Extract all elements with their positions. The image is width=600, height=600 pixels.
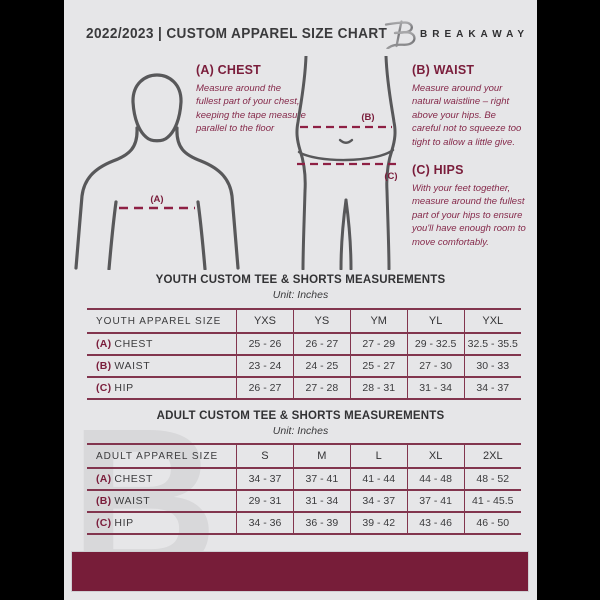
cell: 27 - 28 bbox=[292, 377, 351, 399]
cell: 29 - 31 bbox=[236, 490, 294, 512]
cell: 27 - 30 bbox=[406, 355, 465, 377]
adult-col-2xl: 2XL bbox=[463, 444, 521, 468]
youth-col-yxl: YXL bbox=[463, 309, 521, 333]
hips-heading: (C) HIPS bbox=[412, 163, 464, 177]
cell: 37 - 41 bbox=[292, 468, 351, 490]
cell: 36 - 39 bbox=[292, 512, 351, 534]
adult-header-row: ADULT APPAREL SIZE S M L XL 2XL bbox=[87, 444, 521, 468]
cell: 23 - 24 bbox=[236, 355, 294, 377]
adult-col-m: M bbox=[292, 444, 351, 468]
cell: 46 - 50 bbox=[463, 512, 521, 534]
adult-col-s: S bbox=[236, 444, 294, 468]
footer-accent-bar bbox=[71, 551, 529, 592]
cell: 31 - 34 bbox=[292, 490, 351, 512]
cell: 25 - 26 bbox=[236, 333, 294, 355]
chest-heading: (A) CHEST bbox=[196, 63, 261, 77]
row-label: WAIST bbox=[114, 360, 151, 372]
adult-size-table: ADULT APPAREL SIZE S M L XL 2XL (A) CHES… bbox=[87, 443, 521, 535]
chest-marker-label: (A) bbox=[150, 194, 163, 205]
cell: 27 - 29 bbox=[349, 333, 408, 355]
row-label: WAIST bbox=[114, 495, 151, 507]
table-row: (B) WAIST 29 - 31 31 - 34 34 - 37 37 - 4… bbox=[87, 490, 521, 512]
cell: 41 - 44 bbox=[349, 468, 408, 490]
row-key: (B) bbox=[96, 495, 112, 507]
youth-size-column-header: YOUTH APPAREL SIZE bbox=[96, 315, 222, 327]
cell: 43 - 46 bbox=[406, 512, 465, 534]
hips-marker-label: (C) bbox=[384, 171, 397, 182]
youth-col-yxs: YXS bbox=[236, 309, 294, 333]
cell: 41 - 45.5 bbox=[463, 490, 521, 512]
cell: 29 - 32.5 bbox=[406, 333, 465, 355]
row-key: (B) bbox=[96, 360, 112, 372]
adult-size-column-header: ADULT APPAREL SIZE bbox=[96, 450, 219, 462]
cell: 26 - 27 bbox=[292, 333, 351, 355]
adult-col-xl: XL bbox=[406, 444, 465, 468]
brand-name: BREAKAWAY bbox=[420, 29, 530, 40]
table-row: (C) HIP 34 - 36 36 - 39 39 - 42 43 - 46 … bbox=[87, 512, 521, 534]
row-label: CHEST bbox=[114, 338, 153, 350]
row-label: HIP bbox=[114, 517, 134, 529]
row-key: (C) bbox=[96, 517, 112, 529]
table-row: (C) HIP 26 - 27 27 - 28 28 - 31 31 - 34 … bbox=[87, 377, 521, 399]
youth-unit-label: Unit: Inches bbox=[272, 289, 329, 301]
cell: 26 - 27 bbox=[236, 377, 294, 399]
cell: 28 - 31 bbox=[349, 377, 408, 399]
table-row: (B) WAIST 23 - 24 24 - 25 25 - 27 27 - 3… bbox=[87, 355, 521, 377]
cell: 32.5 - 35.5 bbox=[463, 333, 521, 355]
youth-col-ym: YM bbox=[349, 309, 408, 333]
table-row: (A) CHEST 34 - 37 37 - 41 41 - 44 44 - 4… bbox=[87, 468, 521, 490]
adult-unit-label: Unit: Inches bbox=[272, 425, 329, 437]
adult-col-l: L bbox=[349, 444, 408, 468]
youth-col-ys: YS bbox=[292, 309, 351, 333]
youth-size-table: YOUTH APPAREL SIZE YXS YS YM YL YXL (A) … bbox=[87, 308, 521, 400]
cell: 34 - 36 bbox=[236, 512, 294, 534]
row-label: HIP bbox=[114, 382, 134, 394]
youth-header-row: YOUTH APPAREL SIZE YXS YS YM YL YXL bbox=[87, 309, 521, 333]
upper-body-diagram: (A) bbox=[74, 73, 240, 270]
cell: 34 - 37 bbox=[349, 490, 408, 512]
cell: 44 - 48 bbox=[406, 468, 465, 490]
chest-instructions: Measure around the fullest part of your … bbox=[196, 83, 306, 135]
waist-marker-label: (B) bbox=[361, 112, 374, 123]
row-label: CHEST bbox=[114, 473, 153, 485]
cell: 37 - 41 bbox=[406, 490, 465, 512]
table-row: (A) CHEST 25 - 26 26 - 27 27 - 29 29 - 3… bbox=[87, 333, 521, 355]
cell: 48 - 52 bbox=[463, 468, 521, 490]
lower-body-diagram: (B) (C) bbox=[295, 56, 398, 270]
cell: 34 - 37 bbox=[463, 377, 521, 399]
hips-instructions: With your feet together, measure around … bbox=[412, 183, 526, 248]
row-key: (A) bbox=[96, 473, 112, 485]
waist-instructions: Measure around your natural waistline – … bbox=[412, 83, 522, 148]
row-key: (A) bbox=[96, 338, 112, 350]
cell: 31 - 34 bbox=[406, 377, 465, 399]
row-key: (C) bbox=[96, 382, 112, 394]
waist-heading: (B) WAIST bbox=[412, 63, 475, 77]
adult-section-title: ADULT CUSTOM TEE & SHORTS MEASUREMENTS bbox=[156, 410, 445, 422]
youth-col-yl: YL bbox=[406, 309, 465, 333]
cell: 34 - 37 bbox=[236, 468, 294, 490]
flyer-canvas: B 2022/2023 | CUSTOM APPAREL SIZE CHART … bbox=[64, 0, 537, 600]
page-title: 2022/2023 | CUSTOM APPAREL SIZE CHART bbox=[86, 26, 388, 42]
cell: 24 - 25 bbox=[292, 355, 351, 377]
youth-section-title: YOUTH CUSTOM TEE & SHORTS MEASUREMENTS bbox=[155, 274, 446, 286]
cell: 30 - 33 bbox=[463, 355, 521, 377]
cell: 25 - 27 bbox=[349, 355, 408, 377]
cell: 39 - 42 bbox=[349, 512, 408, 534]
breakaway-logo-icon bbox=[384, 20, 416, 49]
